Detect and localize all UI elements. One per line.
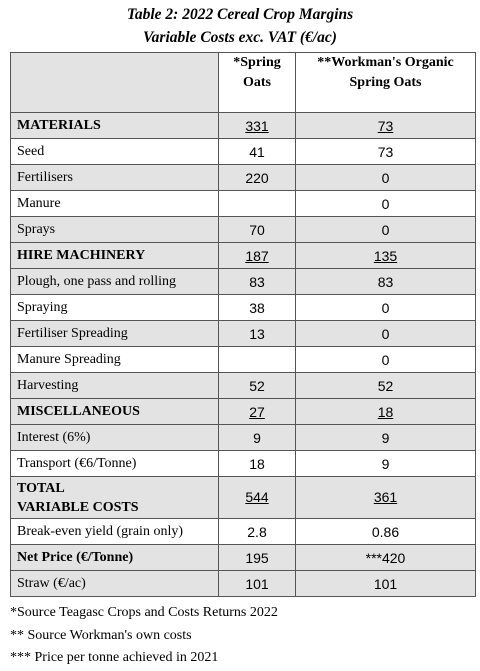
value-cell: 0	[295, 320, 476, 347]
table-row: Spraying 38 0	[10, 294, 476, 321]
row-label: TOTAL VARIABLE COSTS	[10, 476, 219, 519]
header-cell	[10, 52, 219, 113]
table-row: Fertiliser Spreading 13 0	[10, 320, 476, 347]
row-label: Net Price (€/Tonne)	[10, 544, 219, 571]
value-cell: 331	[218, 112, 296, 139]
table-row: Sprays 70 0	[10, 216, 476, 243]
footnote: *** Price per tonne achieved in 2021	[10, 650, 219, 665]
footnote: ** Source Workman's own costs	[10, 627, 192, 643]
value-cell: 52	[295, 372, 476, 399]
table-row: MATERIALS 331 73	[10, 112, 476, 139]
value-cell: 101	[295, 570, 476, 597]
row-label: Fertilisers	[10, 164, 219, 191]
row-label: Manure Spreading	[10, 346, 219, 373]
value-cell: 195	[218, 544, 296, 571]
label-line: VARIABLE COSTS	[17, 499, 139, 515]
table-row: Seed 41 73	[10, 138, 476, 165]
value-cell: 41	[218, 138, 296, 165]
value-cell: 73	[295, 112, 476, 139]
table-row: Transport (€6/Tonne) 18 9	[10, 450, 476, 477]
table-row: Break-even yield (grain only) 2.8 0.86	[10, 518, 476, 545]
row-label: HIRE MACHINERY	[10, 242, 219, 269]
label-line: TOTAL	[17, 480, 65, 496]
table-row: Interest (6%) 9 9	[10, 424, 476, 451]
value-cell: 2.8	[218, 518, 296, 545]
value-cell: 544	[218, 476, 296, 519]
table-row: Manure Spreading 0	[10, 346, 476, 373]
value-cell	[218, 346, 296, 373]
row-label: Fertiliser Spreading	[10, 320, 219, 347]
table-row: Manure 0	[10, 190, 476, 217]
value-cell	[218, 190, 296, 217]
table-row: Plough, one pass and rolling 83 83	[10, 268, 476, 295]
value-cell: 0	[295, 164, 476, 191]
value-cell: 73	[295, 138, 476, 165]
value-cell: 9	[218, 424, 296, 451]
value-cell: 52	[218, 372, 296, 399]
row-label: Transport (€6/Tonne)	[10, 450, 219, 477]
value-cell: 0	[295, 216, 476, 243]
title: Table 2: 2022 Cereal Crop Margins Variab…	[0, 3, 480, 49]
footnote: *Source Teagasc Crops and Costs Returns …	[10, 605, 278, 620]
value-cell: 9	[295, 424, 476, 451]
table-row: MISCELLANEOUS 27 18	[10, 398, 476, 425]
value-cell: 70	[218, 216, 296, 243]
value-cell: 0.86	[295, 518, 476, 545]
row-label: Manure	[10, 190, 219, 217]
row-label: Interest (6%)	[10, 424, 219, 451]
value-cell: 18	[218, 450, 296, 477]
row-label: Spraying	[10, 294, 219, 321]
title-line: Variable Costs exc. VAT (€/ac)	[143, 29, 337, 46]
value-cell: 101	[218, 570, 296, 597]
value-cell: 18	[295, 398, 476, 425]
row-label: Sprays	[10, 216, 219, 243]
value-cell: 0	[295, 294, 476, 321]
table-row: HIRE MACHINERY 187 135	[10, 242, 476, 269]
value-cell: 83	[218, 268, 296, 295]
table-row: TOTAL VARIABLE COSTS 544 361	[10, 476, 476, 519]
table-row: Fertilisers 220 0	[10, 164, 476, 191]
row-label: MISCELLANEOUS	[10, 398, 219, 425]
value-cell: 9	[295, 450, 476, 477]
cost-table: *Spring Oats **Workman's Organic Spring …	[10, 52, 476, 597]
table-row: Harvesting 52 52	[10, 372, 476, 399]
value-cell: 0	[295, 190, 476, 217]
header-cell: *Spring Oats	[218, 52, 296, 113]
value-cell: 135	[295, 242, 476, 269]
value-cell: 187	[218, 242, 296, 269]
table-row: Net Price (€/Tonne) 195 ***420	[10, 544, 476, 571]
value-cell: 13	[218, 320, 296, 347]
header-row: *Spring Oats **Workman's Organic Spring …	[10, 52, 476, 113]
row-label: Break-even yield (grain only)	[10, 518, 219, 545]
header-cell: **Workman's Organic Spring Oats	[295, 52, 476, 113]
value-cell: 83	[295, 268, 476, 295]
value-cell: ***420	[295, 544, 476, 571]
value-cell: 0	[295, 346, 476, 373]
row-label: Straw (€/ac)	[10, 570, 219, 597]
value-cell: 361	[295, 476, 476, 519]
row-label: Seed	[10, 138, 219, 165]
value-cell: 38	[218, 294, 296, 321]
footnotes: *Source Teagasc Crops and Costs Returns …	[10, 602, 278, 670]
value-cell: 27	[218, 398, 296, 425]
row-label: Harvesting	[10, 372, 219, 399]
title-line: Table 2: 2022 Cereal Crop Margins	[126, 6, 354, 23]
table-row: Straw (€/ac) 101 101	[10, 570, 476, 597]
row-label: Plough, one pass and rolling	[10, 268, 219, 295]
table-body: *Spring Oats **Workman's Organic Spring …	[10, 52, 476, 597]
value-cell: 220	[218, 164, 296, 191]
row-label: MATERIALS	[10, 112, 219, 139]
